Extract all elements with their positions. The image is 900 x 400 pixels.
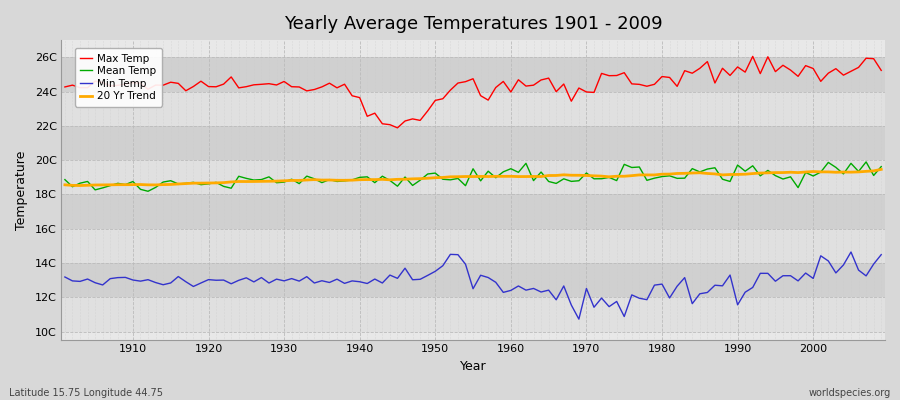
- Y-axis label: Temperature: Temperature: [15, 150, 28, 230]
- 20 Yr Trend: [128, 182, 139, 187]
- 20 Yr Trend: [604, 174, 615, 179]
- Mean Temp: [120, 182, 130, 187]
- Text: Latitude 15.75 Longitude 44.75: Latitude 15.75 Longitude 44.75: [9, 388, 163, 398]
- Mean Temp: [506, 166, 517, 171]
- Min Temp: [846, 250, 857, 254]
- Max Temp: [392, 126, 403, 130]
- Bar: [61, 57, 885, 92]
- 20 Yr Trend: [293, 178, 304, 183]
- Bar: [61, 126, 885, 160]
- 20 Yr Trend: [506, 174, 517, 179]
- Min Temp: [876, 252, 886, 257]
- 20 Yr Trend: [75, 183, 86, 188]
- Bar: [61, 263, 885, 297]
- 20 Yr Trend: [339, 178, 350, 183]
- Legend: Max Temp, Mean Temp, Min Temp, 20 Yr Trend: Max Temp, Mean Temp, Min Temp, 20 Yr Tre…: [75, 48, 162, 106]
- Line: Max Temp: Max Temp: [65, 56, 881, 128]
- Max Temp: [331, 86, 342, 90]
- Max Temp: [120, 82, 130, 86]
- Text: worldspecies.org: worldspecies.org: [809, 388, 891, 398]
- Bar: [61, 297, 885, 332]
- Max Temp: [876, 68, 886, 73]
- Max Temp: [604, 73, 615, 78]
- Mean Temp: [860, 160, 871, 164]
- Min Temp: [120, 275, 130, 280]
- Bar: [61, 194, 885, 229]
- Max Temp: [506, 90, 517, 94]
- Min Temp: [286, 276, 297, 281]
- Line: Min Temp: Min Temp: [65, 252, 881, 319]
- Mean Temp: [876, 164, 886, 169]
- Line: Mean Temp: Mean Temp: [65, 162, 881, 191]
- Bar: [61, 229, 885, 263]
- Max Temp: [286, 84, 297, 89]
- Mean Temp: [293, 181, 304, 186]
- 20 Yr Trend: [513, 174, 524, 179]
- Mean Temp: [604, 175, 615, 180]
- Bar: [61, 160, 885, 194]
- Line: 20 Yr Trend: 20 Yr Trend: [65, 169, 881, 186]
- Min Temp: [59, 274, 70, 279]
- Min Temp: [498, 290, 508, 295]
- Min Temp: [604, 304, 615, 309]
- Min Temp: [573, 317, 584, 322]
- 20 Yr Trend: [59, 182, 70, 187]
- Mean Temp: [339, 178, 350, 183]
- Mean Temp: [59, 177, 70, 182]
- Bar: [61, 92, 885, 126]
- Max Temp: [59, 84, 70, 89]
- Mean Temp: [142, 189, 153, 194]
- 20 Yr Trend: [876, 167, 886, 172]
- Max Temp: [513, 77, 524, 82]
- Title: Yearly Average Temperatures 1901 - 2009: Yearly Average Temperatures 1901 - 2009: [284, 15, 662, 33]
- Max Temp: [747, 54, 758, 59]
- Min Temp: [331, 277, 342, 282]
- Min Temp: [506, 288, 517, 293]
- X-axis label: Year: Year: [460, 360, 486, 373]
- Mean Temp: [513, 170, 524, 175]
